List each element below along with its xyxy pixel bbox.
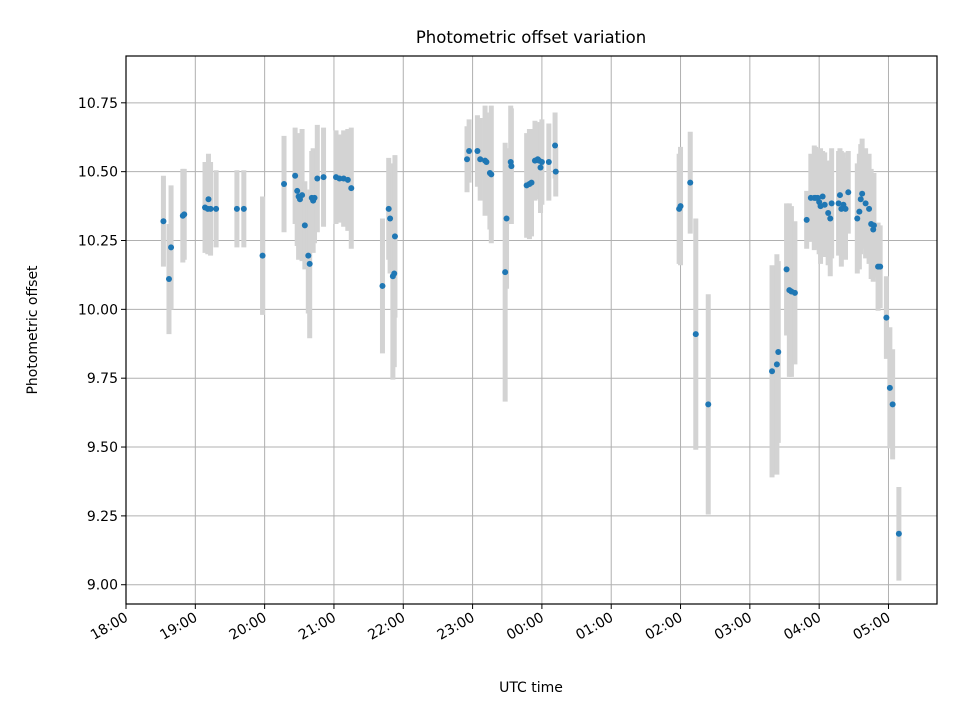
data-points: [160, 142, 902, 537]
y-axis: 9.00 9.25 9.50 9.75 10.00 10.25 10.50 10.75: [78, 96, 126, 594]
data-point: [836, 192, 843, 199]
data-point: [205, 196, 212, 203]
data-point: [387, 215, 394, 222]
data-point: [883, 314, 890, 321]
data-point: [483, 159, 490, 166]
data-point: [870, 222, 877, 229]
data-point: [207, 205, 214, 212]
data-point: [311, 194, 318, 201]
data-point: [503, 215, 510, 222]
y-tick-label: 10.50: [78, 165, 118, 181]
data-point: [842, 205, 849, 212]
data-point: [537, 164, 544, 171]
data-point: [552, 142, 559, 149]
data-point: [856, 208, 863, 215]
data-point: [160, 218, 167, 225]
data-point: [213, 205, 220, 212]
data-point: [545, 159, 552, 166]
data-point: [859, 190, 866, 197]
data-point: [862, 200, 869, 207]
data-point: [835, 200, 842, 207]
data-point: [528, 179, 535, 186]
data-point: [348, 185, 355, 192]
y-tick-label: 9.00: [87, 578, 118, 594]
data-point: [854, 215, 861, 222]
data-point: [168, 244, 175, 251]
data-point: [320, 174, 327, 181]
y-tick-label: 10.75: [78, 96, 118, 112]
data-point: [857, 196, 864, 203]
data-point: [705, 401, 712, 408]
data-point: [877, 263, 884, 270]
y-axis-label: Photometric offset: [25, 265, 41, 395]
data-point: [687, 179, 694, 186]
data-point: [344, 176, 351, 183]
data-point: [821, 201, 828, 208]
data-point: [773, 361, 780, 368]
data-point: [866, 205, 873, 212]
data-point: [895, 530, 902, 537]
y-tick-label: 9.75: [87, 371, 118, 387]
data-point: [299, 192, 306, 199]
data-point: [845, 189, 852, 196]
data-point: [825, 209, 832, 216]
data-point: [886, 384, 893, 391]
data-point: [464, 156, 471, 163]
data-point: [538, 159, 545, 166]
data-point: [233, 205, 240, 212]
data-point: [889, 401, 896, 408]
y-tick-label: 9.50: [87, 440, 118, 456]
data-point: [305, 252, 312, 259]
data-point: [165, 276, 172, 283]
data-point: [314, 175, 321, 182]
data-point: [379, 282, 386, 289]
data-point: [391, 233, 398, 240]
data-point: [508, 163, 515, 170]
y-tick-label: 10.00: [78, 302, 118, 318]
data-point: [466, 148, 473, 155]
data-point: [692, 331, 699, 338]
data-point: [301, 222, 308, 229]
data-point: [769, 368, 776, 375]
chart-title: Photometric offset variation: [416, 28, 646, 47]
y-tick-label: 9.25: [87, 509, 118, 525]
data-point: [477, 156, 484, 163]
y-tick-label: 10.25: [78, 234, 118, 250]
data-point: [791, 289, 798, 296]
plot-frame: [125, 55, 938, 605]
data-point: [292, 172, 299, 179]
data-point: [259, 252, 266, 259]
data-point: [502, 269, 509, 276]
data-point: [677, 203, 684, 210]
data-point: [552, 168, 559, 175]
data-point: [803, 216, 810, 223]
data-point: [827, 215, 834, 222]
data-point: [336, 175, 343, 182]
data-point: [488, 171, 495, 178]
data-point: [306, 260, 313, 267]
data-point: [240, 205, 247, 212]
data-point: [819, 193, 826, 200]
data-point: [385, 205, 392, 212]
data-point: [775, 349, 782, 356]
data-point: [783, 266, 790, 273]
data-point: [294, 187, 301, 194]
data-point: [391, 270, 398, 277]
data-point: [281, 181, 288, 188]
data-point: [181, 211, 188, 218]
x-axis-label: UTC time: [499, 680, 563, 696]
data-point: [828, 200, 835, 207]
data-point: [474, 148, 481, 155]
